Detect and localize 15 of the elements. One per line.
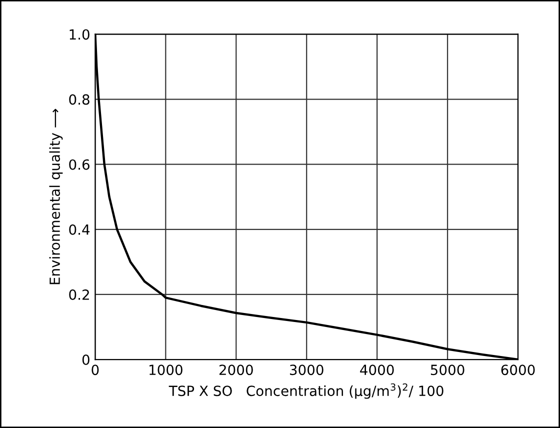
x-tick-label: 4000 (360, 364, 394, 376)
y-axis-title: Environmental quality ⟶ (49, 108, 63, 284)
y-tick-label: 0.8 (69, 94, 90, 105)
x-tick-label: 2000 (219, 364, 253, 376)
x-tick-label: 6000 (501, 364, 535, 376)
x-tick-label: 0 (92, 364, 99, 376)
y-tick-label: 0.4 (69, 224, 90, 235)
y-tick-label: 0.2 (69, 289, 89, 300)
y-tick-label: 0.6 (69, 159, 90, 170)
y-tick-label: 1.0 (70, 29, 90, 40)
x-axis-title: TSP X SO Concentration (μg/m$^{3}$)$^{2}$/ 100 (168, 383, 444, 399)
x-tick-label: 3000 (290, 364, 324, 376)
x-tick-label: 1000 (150, 364, 182, 376)
y-tick-label: 0 (82, 354, 90, 365)
x-tick-label: 5000 (430, 364, 464, 376)
